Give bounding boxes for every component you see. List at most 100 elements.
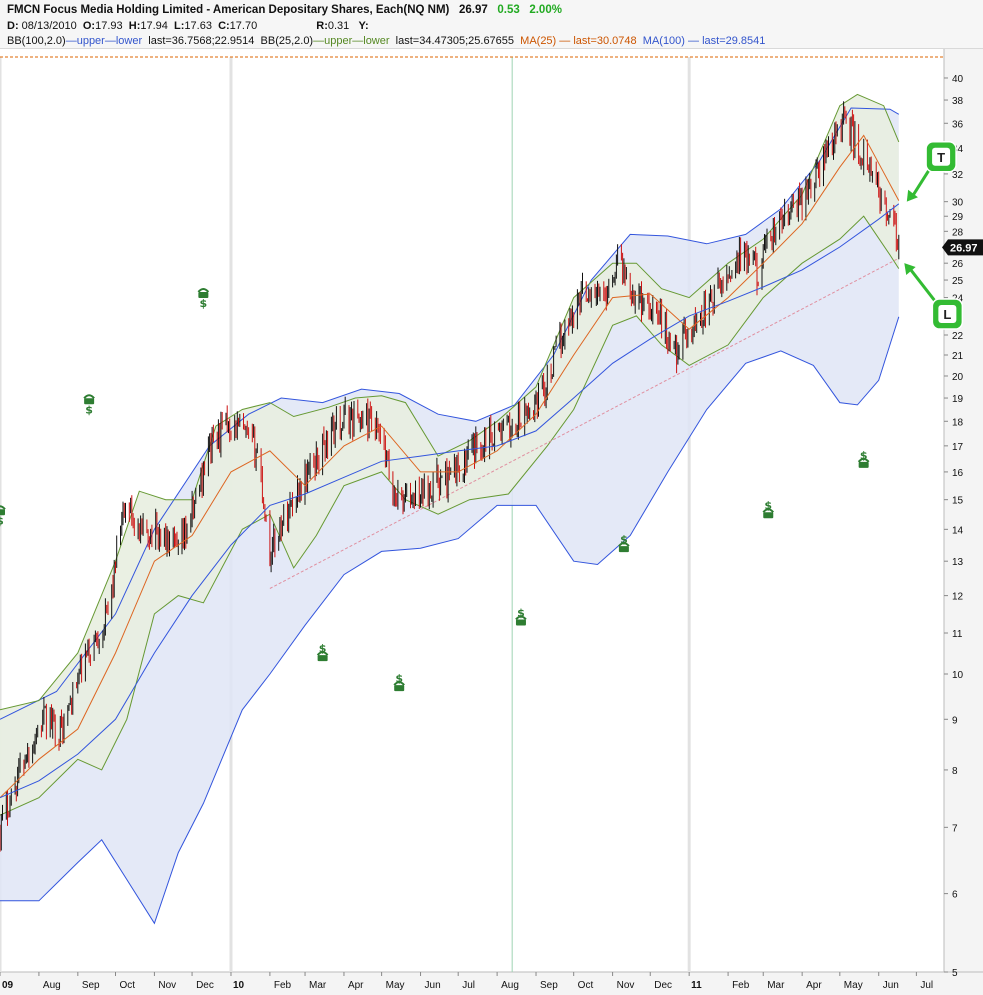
security-title: FMCN Focus Media Holding Limited - Ameri… <box>7 4 450 16</box>
dollar-icon: $ <box>764 499 772 512</box>
price-tick-label: 22 <box>952 331 964 342</box>
bb100-lower-line <box>0 316 900 925</box>
price-tick-label: 25 <box>952 276 964 287</box>
price-tick-label: 6 <box>952 890 958 901</box>
price-tick-label: 34 <box>952 144 964 155</box>
date-label: D: <box>7 20 19 32</box>
date-tick-label: Jul <box>462 980 475 991</box>
high-label: H: <box>128 20 141 32</box>
ma100-label: MA(100) <box>642 35 685 47</box>
price-tick-label: 29 <box>952 212 964 223</box>
event-icon: $ <box>618 533 630 553</box>
dollar-icon: $ <box>860 449 868 462</box>
price-tick-label: 28 <box>952 227 964 238</box>
date-tick-label: Oct <box>578 980 594 991</box>
phone-icon <box>618 546 629 553</box>
date-tick-label: Jun <box>425 980 441 991</box>
date-tick-label: 09 <box>2 980 14 991</box>
event-icon: $ <box>197 288 210 310</box>
dollar-icon: $ <box>517 606 525 619</box>
bb100-upper-line <box>0 107 900 720</box>
dollar-icon: $ <box>0 514 4 527</box>
date-value: 08/13/2010 <box>21 20 77 32</box>
price-tick-label: 11 <box>952 629 963 640</box>
open-label: O: <box>82 20 96 32</box>
price-tick-label: 26 <box>952 259 964 270</box>
ma25-label: MA(25) <box>520 35 557 47</box>
price-tick-label: 12 <box>952 592 964 603</box>
phone-icon <box>393 681 405 686</box>
bb25-label: BB(25,2.0) <box>260 35 314 47</box>
chart-header: FMCN Focus Media Holding Limited - Ameri… <box>0 0 983 49</box>
event-icon: $ <box>393 672 405 692</box>
phone-icon <box>515 615 527 621</box>
date-tick-label: Apr <box>806 980 822 991</box>
phone-icon <box>857 457 870 463</box>
price-tick-label: 32 <box>952 170 964 181</box>
phone-icon <box>394 685 405 692</box>
date-tick-label: Feb <box>274 980 292 991</box>
phone-icon <box>0 505 6 510</box>
bb25-lower-line <box>0 215 900 816</box>
bb25-lower: lower <box>363 35 390 47</box>
phone-icon <box>197 288 210 293</box>
annotation-box-inner <box>932 147 951 166</box>
phone-icon <box>0 509 5 516</box>
phone-icon <box>763 512 774 519</box>
date-tick-label: Mar <box>309 980 327 991</box>
bb25-upper-line <box>0 93 900 711</box>
price-tick-label: 17 <box>952 442 964 453</box>
ohlc-line: D: 08/13/2010 O:17.93 H:17.94 L:17.63 C:… <box>7 20 369 32</box>
phone-icon <box>317 655 328 662</box>
date-tick-label: Mar <box>767 980 785 991</box>
dollar-icon: $ <box>200 297 208 310</box>
date-axis-panel <box>0 972 983 995</box>
price-change: 0.53 <box>497 4 520 16</box>
phone-icon <box>84 398 95 405</box>
date-tick-label: Apr <box>348 980 364 991</box>
last-price: 26.97 <box>458 4 488 16</box>
price-axis-panel <box>944 49 983 995</box>
price-tick-label: 8 <box>952 766 958 777</box>
dollar-icon: $ <box>395 672 403 685</box>
dollar-icon: $ <box>620 533 628 546</box>
ma100-line <box>0 203 900 799</box>
annotation-arrowhead <box>904 263 916 276</box>
price-tick-label: 21 <box>952 351 964 362</box>
price-tick-label: 36 <box>952 119 964 130</box>
price-tick-label: 13 <box>952 557 964 568</box>
header-title-line: FMCN Focus Media Holding Limited - Ameri… <box>7 4 562 16</box>
close-value: 17.70 <box>229 20 258 32</box>
date-tick-label: Dec <box>196 980 214 991</box>
event-icon: $ <box>0 505 6 527</box>
phone-icon <box>762 508 775 513</box>
ma25-line <box>0 134 900 799</box>
price-tick-label: 7 <box>952 823 958 834</box>
open-value: 17.93 <box>95 20 123 32</box>
annotation-label: T <box>937 150 945 165</box>
price-tick-label: 5 <box>952 968 958 979</box>
last-price-tag <box>942 239 983 256</box>
event-icon: $ <box>762 499 775 519</box>
annotation-arrowhead <box>906 189 918 202</box>
dollar-icon: $ <box>85 403 93 416</box>
y-label: Y: <box>358 20 369 32</box>
ma100-last: last=29.8541 <box>702 35 766 47</box>
phone-icon <box>198 292 209 299</box>
date-tick-label: May <box>844 980 863 991</box>
bb100-last: last=36.7568;22.9514 <box>148 35 255 47</box>
annotation-arrow <box>911 165 933 197</box>
date-tick-label: 10 <box>233 980 245 991</box>
price-tick-label: 40 <box>952 74 964 85</box>
price-tick-label: 16 <box>952 468 964 479</box>
date-tick-label: Aug <box>501 980 519 991</box>
event-icon: $ <box>316 642 329 662</box>
event-icon: $ <box>83 394 95 416</box>
phone-icon <box>83 394 95 399</box>
date-tick-label: Feb <box>732 980 750 991</box>
dollar-icon: $ <box>319 642 327 655</box>
price-tick-label: 14 <box>952 525 964 536</box>
phone-icon <box>515 619 526 626</box>
date-tick-label: Nov <box>158 980 176 991</box>
r-value: 0.31 <box>327 20 350 32</box>
